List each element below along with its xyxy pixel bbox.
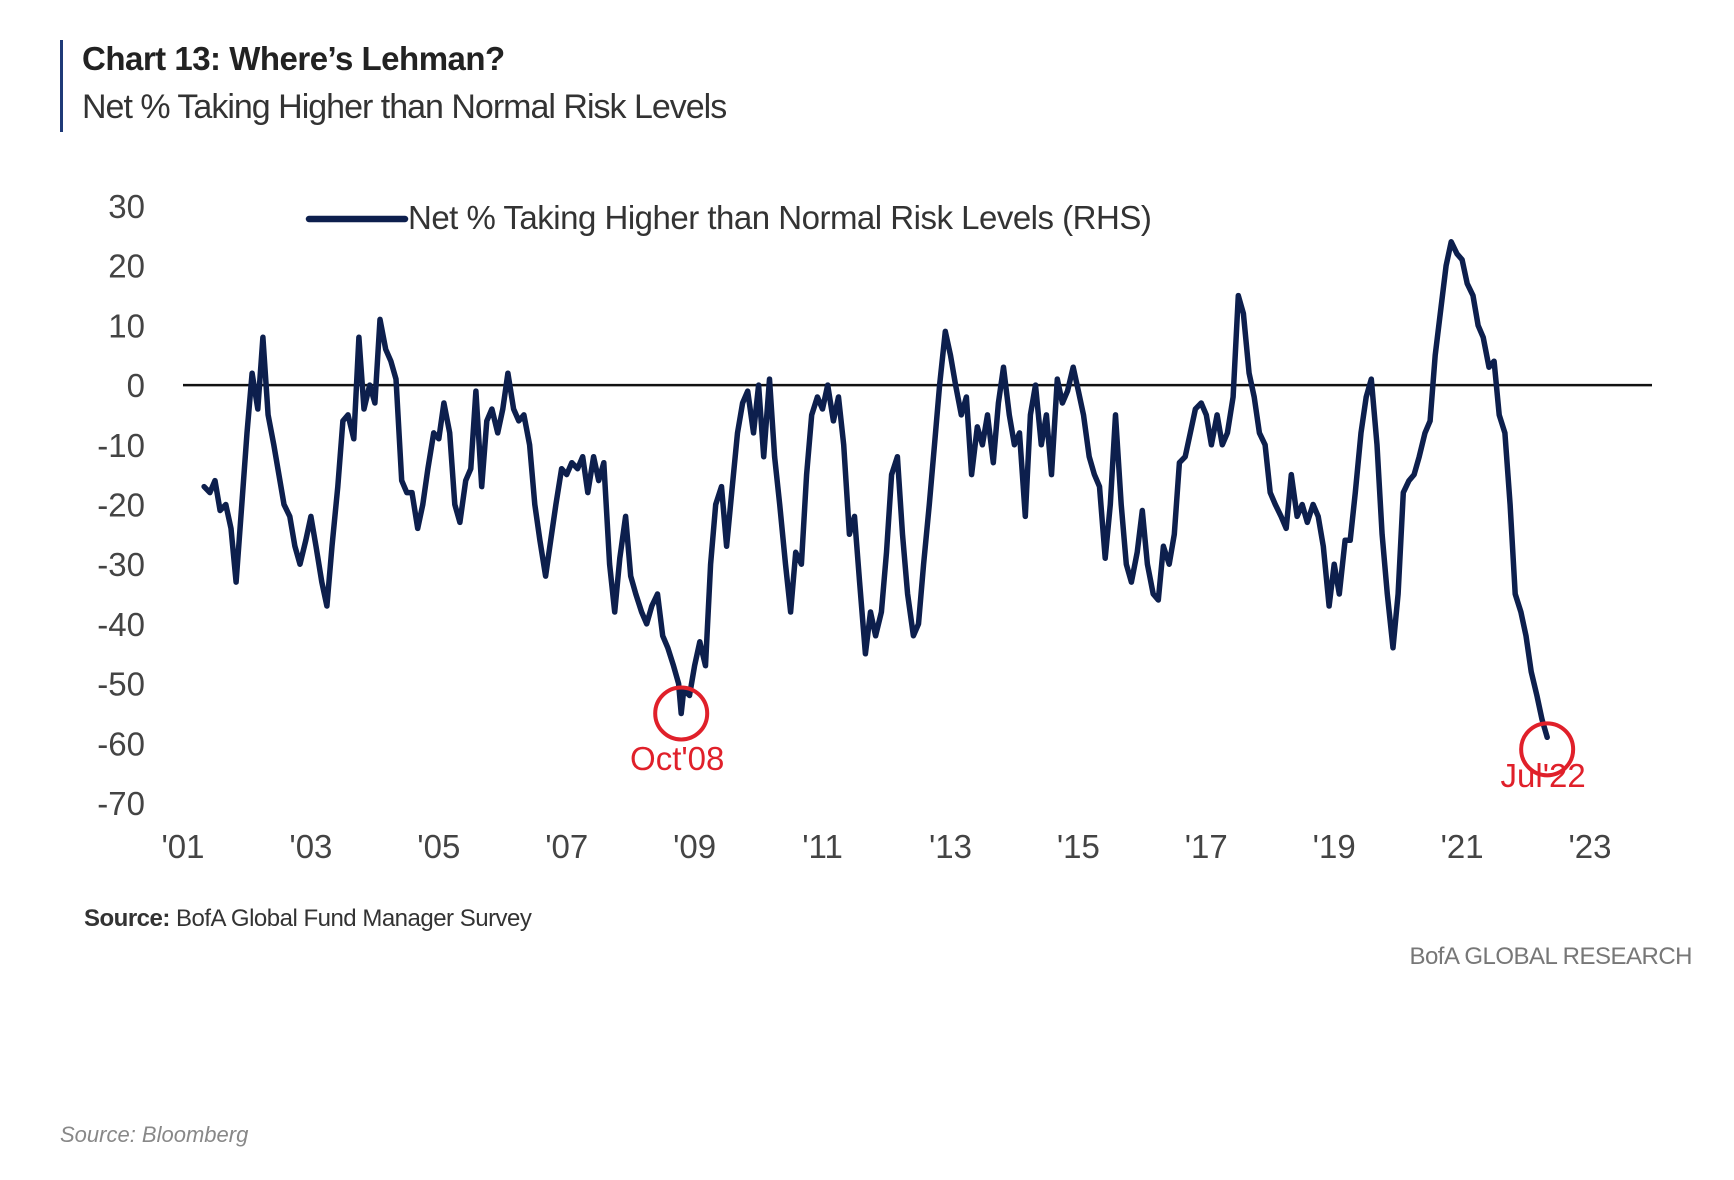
x-tick-label: '19	[1313, 828, 1356, 865]
chart-source: Source: BofA Global Fund Manager Survey	[84, 905, 532, 933]
x-tick-label: '21	[1441, 828, 1484, 865]
y-tick-label: -40	[97, 606, 145, 643]
x-tick-label: '07	[545, 828, 588, 865]
annotation-label: Jul'22	[1501, 757, 1586, 794]
series-line	[201, 239, 1550, 741]
y-tick-label: -70	[97, 785, 145, 822]
x-tick-label: '05	[417, 828, 460, 865]
footer-source: Source: Bloomberg	[60, 1122, 249, 1147]
brand-label: BofA GLOBAL RESEARCH	[1409, 943, 1692, 970]
annotation-circle	[653, 685, 710, 742]
y-tick-label: -30	[97, 546, 145, 583]
y-tick-label: 20	[108, 248, 145, 285]
x-tick-label: '11	[802, 828, 843, 865]
y-tick-label: 30	[108, 188, 145, 225]
annotation-label: Oct'08	[630, 740, 724, 777]
x-tick-label: '15	[1057, 828, 1100, 865]
y-tick-label: -20	[97, 487, 145, 524]
x-tick-label: '23	[1568, 828, 1611, 865]
chart-subtitle: Net % Taking Higher than Normal Risk Lev…	[82, 88, 727, 126]
chart-title: Chart 13: Where’s Lehman?	[82, 40, 505, 77]
line-chart: 30 20 10 0 -10 -20 -30 -40 -50 -60 -70 '01 '03 '05 '07…	[97, 188, 1652, 865]
x-tick-label: '13	[929, 828, 972, 865]
legend-label: Net % Taking Higher than Normal Risk Lev…	[408, 199, 1151, 236]
source-label: Source:	[84, 905, 170, 932]
y-tick-label: 0	[127, 367, 145, 404]
source-text: BofA Global Fund Manager Survey	[176, 905, 532, 932]
annotation-circle	[1519, 721, 1576, 778]
x-tick-label: '03	[289, 828, 332, 865]
y-tick-label: -50	[97, 666, 145, 703]
title-accent-bar	[60, 40, 63, 132]
y-tick-label: -10	[97, 427, 145, 464]
y-tick-label: 10	[108, 307, 145, 344]
x-tick-label: '01	[161, 828, 204, 865]
y-tick-label: -60	[97, 725, 145, 762]
x-tick-label: '17	[1185, 828, 1228, 865]
x-tick-label: '09	[673, 828, 716, 865]
